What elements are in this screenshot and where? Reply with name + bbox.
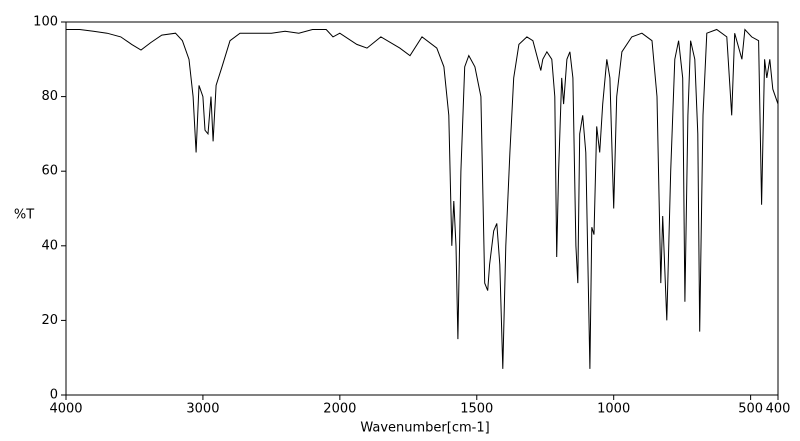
x-tick-label: 1000 — [597, 402, 630, 417]
plot-frame — [65, 21, 779, 396]
x-tick-label: 1500 — [460, 402, 493, 417]
x-tick-label: 500 — [738, 402, 763, 417]
y-axis-label: %T — [14, 208, 34, 223]
y-tick-label: 0 — [50, 388, 58, 403]
x-tick-label: 400 — [766, 402, 791, 417]
y-tick-label: 20 — [41, 313, 58, 328]
x-tick-label: 4000 — [49, 402, 82, 417]
y-tick-label: 60 — [41, 164, 58, 179]
spectrum-line — [66, 28, 779, 369]
y-tick-label: 40 — [41, 238, 58, 253]
x-tick-label: 3000 — [186, 402, 219, 417]
x-tick-label: 2000 — [323, 402, 356, 417]
y-tick-label: 100 — [33, 15, 58, 30]
x-axis-label: Wavenumber[cm-1] — [360, 421, 489, 436]
y-tick-label: 80 — [41, 89, 58, 104]
